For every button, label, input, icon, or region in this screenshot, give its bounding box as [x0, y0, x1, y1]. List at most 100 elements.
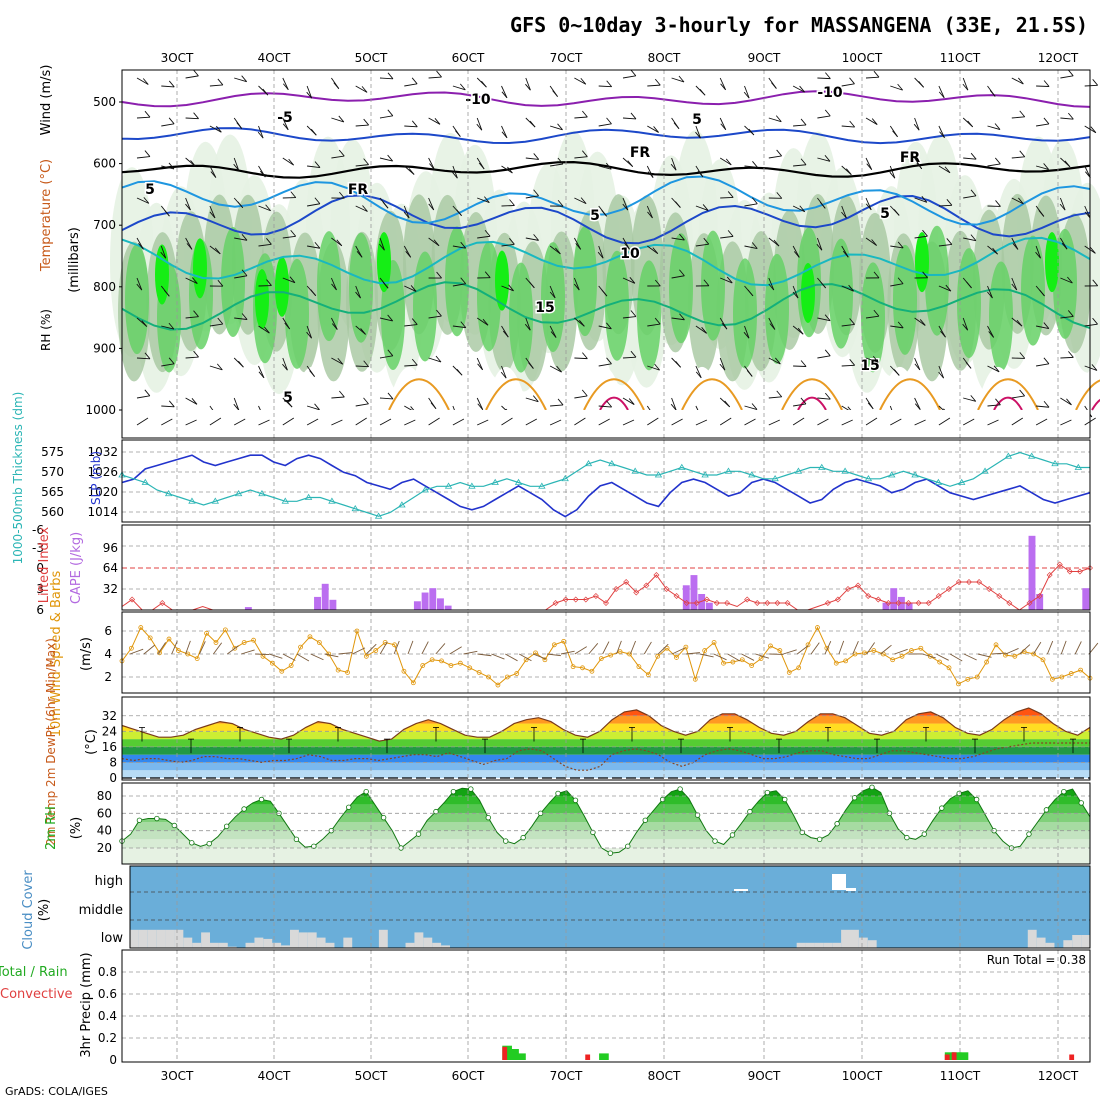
upper-barb-1-37 — [1036, 123, 1050, 127]
upper-barb-flag-2-1 — [168, 162, 175, 170]
wind-speed-marker-61 — [692, 676, 698, 682]
surface-barb-6 — [282, 417, 295, 426]
warm-contour-9 — [1075, 379, 1100, 411]
wind-speed-marker-64 — [721, 660, 726, 666]
bottom-x-tick-3: 6OCT — [452, 1069, 485, 1083]
upper-barb-3-24 — [720, 196, 734, 199]
upper-barb-8-16 — [525, 397, 539, 403]
upper-barb-flag-7-8 — [337, 357, 344, 365]
upper-barb-4-16 — [525, 237, 539, 241]
low-cloud-bar-11 — [227, 946, 237, 948]
upper-barb-flag-6-28 — [824, 314, 831, 321]
bottom-x-ticks: 3OCT 4OCT 5OCT 6OCT 7OCT 8OCT 9OCT 10OCT 11OCT 12… — [161, 1069, 1079, 1083]
warm-contour-2 — [388, 378, 450, 411]
upper-barb-5-31 — [890, 283, 904, 287]
low-cloud-bar-31 — [405, 942, 415, 948]
upper-barb-flag-1-26 — [775, 115, 782, 122]
upper-barb-3-5 — [258, 205, 271, 212]
upper-barb-flag-4-14 — [484, 229, 491, 237]
upper-barb-flag-8-0 — [144, 389, 151, 397]
wind-speed-marker-60 — [683, 644, 689, 650]
rh-blob-green-19 — [733, 258, 757, 369]
lifted-index-marker-76 — [885, 600, 892, 606]
upper-barb-flag-5-26 — [768, 283, 775, 291]
upper-barb-5-27 — [792, 285, 799, 299]
rh-marker-96 — [956, 790, 962, 797]
wind-speed-marker-50 — [589, 668, 595, 674]
upper-barb-flag-8-6 — [286, 400, 293, 408]
thickness-marker-44 — [631, 467, 639, 474]
precip-ylabel-text: 3hr Precip (mm) — [79, 952, 94, 1057]
upper-barb-flag-8-35 — [995, 398, 1001, 406]
upper-barb-flag-6-31 — [897, 321, 904, 329]
upper-barb-6-25 — [744, 325, 750, 339]
upper-barb-flag-3-26 — [776, 192, 783, 199]
rh-marker-30 — [380, 814, 387, 821]
wind-ytick-0: 6 — [104, 624, 112, 638]
upper-barb-flag-7-24 — [719, 363, 726, 371]
rh-blob-green-25 — [925, 225, 949, 336]
upper-barb-flag-6-19 — [606, 322, 612, 330]
thickness-marker-32 — [491, 478, 499, 485]
temp-ytick-4: 0 — [109, 771, 117, 785]
surface-barb-38 — [1060, 419, 1072, 426]
upper-barb-flag-7-29 — [849, 359, 856, 366]
upper-barb-flag-8-18 — [581, 389, 588, 397]
upper-barb-3-20 — [622, 197, 629, 211]
upper-barb-flag-4-7 — [314, 241, 321, 249]
low-cloud-bar-13 — [245, 942, 255, 948]
wind-speed-marker-25 — [354, 628, 360, 634]
upper-barb-8-20 — [622, 397, 635, 405]
upper-barb-flag-0-37 — [1043, 80, 1050, 87]
upper-barb-1-10 — [379, 115, 393, 119]
upper-barb-2-7 — [307, 165, 321, 169]
thickness-marker-62 — [841, 467, 849, 474]
rh-blob-green-22 — [829, 238, 853, 349]
upper-barb-4-6 — [282, 235, 296, 239]
wind-speed-marker-89 — [956, 681, 961, 687]
wind-speed-marker-97 — [1031, 651, 1037, 657]
precip-ytick-1: 0.6 — [98, 987, 117, 1001]
upper-barb-2-33 — [938, 165, 951, 174]
upper-barb-flag-4-19 — [597, 251, 604, 259]
upper-barb-flag-5-30 — [873, 271, 880, 279]
thickness-marker-56 — [771, 474, 779, 482]
upper-barb-flag-7-31 — [893, 369, 900, 376]
upper-barb-7-10 — [379, 355, 393, 359]
upper-barb-flag-1-3 — [215, 125, 222, 133]
low-cloud-bar-103 — [1045, 942, 1055, 948]
upper-barb-flag-3-21 — [647, 211, 653, 219]
lifted-index-marker-63 — [754, 600, 761, 606]
rh-blob-green-29 — [1053, 228, 1077, 339]
upper-barb-flag-1-10 — [387, 109, 394, 117]
upper-barb-flag-0-11 — [411, 77, 418, 85]
upper-barb-flag-1-36 — [1019, 110, 1026, 118]
lifted-index-marker-79 — [915, 600, 922, 606]
wind-speed-marker-66 — [739, 657, 745, 663]
wind-barb-4 — [185, 640, 191, 655]
upper-barb-flag-7-23 — [695, 371, 702, 379]
thickness-marker-64 — [864, 474, 873, 482]
wind-barb-35 — [616, 640, 622, 655]
upper-barb-flag-3-6 — [290, 191, 297, 198]
low-cloud-bar-15 — [263, 938, 273, 948]
thickness-marker-28 — [444, 482, 453, 489]
upper-barb-flag-4-28 — [816, 243, 823, 251]
upper-barb-1-38 — [1060, 117, 1074, 120]
wind-barb-41 — [699, 653, 714, 658]
surface-barb-29 — [841, 419, 853, 426]
rh-band-1 — [122, 830, 1090, 840]
upper-barb-flag-2-24 — [725, 158, 732, 166]
upper-barb-8-36 — [1011, 395, 1025, 399]
upper-barb-5-29 — [841, 285, 854, 292]
upper-barb-flag-4-3 — [214, 247, 221, 255]
cloud-panel: high middle low — [79, 865, 1091, 949]
cape-bar-38 — [413, 601, 421, 610]
wind-speed-marker-48 — [570, 664, 576, 670]
upper-barb-0-37 — [1036, 85, 1050, 87]
contour-label-0: -10 — [465, 92, 491, 108]
temp-bands — [122, 708, 1090, 778]
upper-barb-7-6 — [282, 357, 288, 371]
upper-barb-5-24 — [720, 277, 733, 284]
slp-thickness-panel: 575 570 565 560 1032 1026 1020 1014 — [41, 439, 1091, 523]
